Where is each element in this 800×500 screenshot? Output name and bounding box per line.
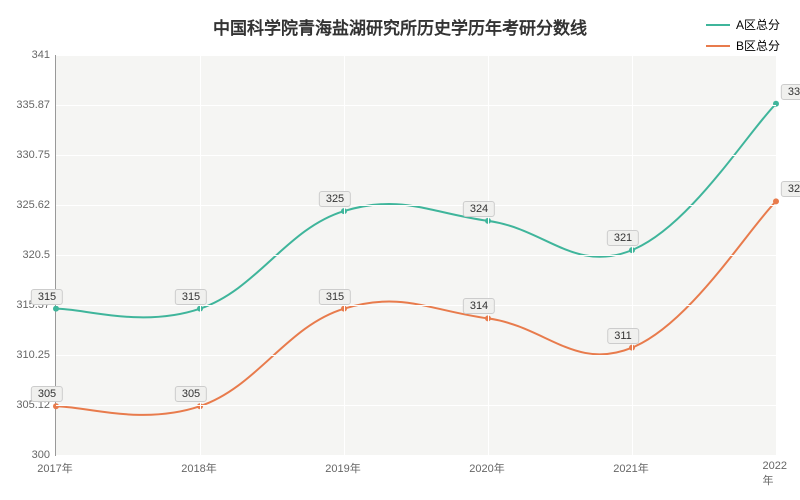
legend-item-b: B区总分: [706, 37, 780, 54]
legend: A区总分 B区总分: [706, 16, 780, 58]
series-line: [56, 201, 776, 415]
x-axis-label: 2019年: [325, 460, 360, 476]
legend-swatch-b: [706, 45, 730, 47]
data-label: 305: [175, 386, 207, 402]
data-label: 325: [319, 191, 351, 207]
grid-line-h: [56, 255, 776, 256]
data-label: 311: [607, 328, 639, 344]
plot-area: [55, 55, 776, 456]
y-axis-label: 341: [8, 49, 50, 61]
x-axis-label: 2022年: [763, 460, 788, 488]
legend-label-a: A区总分: [736, 16, 780, 33]
data-label: 315: [31, 289, 63, 305]
x-axis-label: 2021年: [613, 460, 648, 476]
data-label: 324: [463, 201, 495, 217]
data-label: 305: [31, 386, 63, 402]
data-label: 315: [175, 289, 207, 305]
series-line: [56, 104, 776, 318]
y-axis-label: 310.25: [8, 349, 50, 361]
grid-line-v: [344, 55, 345, 455]
grid-line-h: [56, 455, 776, 456]
grid-line-h: [56, 355, 776, 356]
y-axis-label: 330.75: [8, 149, 50, 161]
y-axis-label: 335.87: [8, 99, 50, 111]
chart-title: 中国科学院青海盐湖研究所历史学历年考研分数线: [0, 14, 800, 39]
grid-line-h: [56, 305, 776, 306]
data-label: 314: [463, 298, 495, 314]
legend-label-b: B区总分: [736, 37, 780, 54]
data-point: [773, 198, 779, 204]
x-axis-label: 2018年: [181, 460, 216, 476]
x-axis-label: 2020年: [469, 460, 504, 476]
data-label: 315: [319, 289, 351, 305]
grid-line-h: [56, 155, 776, 156]
y-axis-label: 320.5: [8, 249, 50, 261]
grid-line-v: [488, 55, 489, 455]
grid-line-v: [632, 55, 633, 455]
y-axis-label: 325.62: [8, 199, 50, 211]
data-label: 321: [607, 230, 639, 246]
legend-item-a: A区总分: [706, 16, 780, 33]
grid-line-h: [56, 205, 776, 206]
grid-line-h: [56, 55, 776, 56]
chart-container: 中国科学院青海盐湖研究所历史学历年考研分数线 A区总分 B区总分 300305.…: [0, 0, 800, 500]
grid-line-h: [56, 405, 776, 406]
grid-line-h: [56, 105, 776, 106]
x-axis-label: 2017年: [37, 460, 72, 476]
data-label: 326: [781, 181, 800, 197]
legend-swatch-a: [706, 24, 730, 26]
data-point: [53, 306, 59, 312]
data-label: 336: [781, 84, 800, 100]
